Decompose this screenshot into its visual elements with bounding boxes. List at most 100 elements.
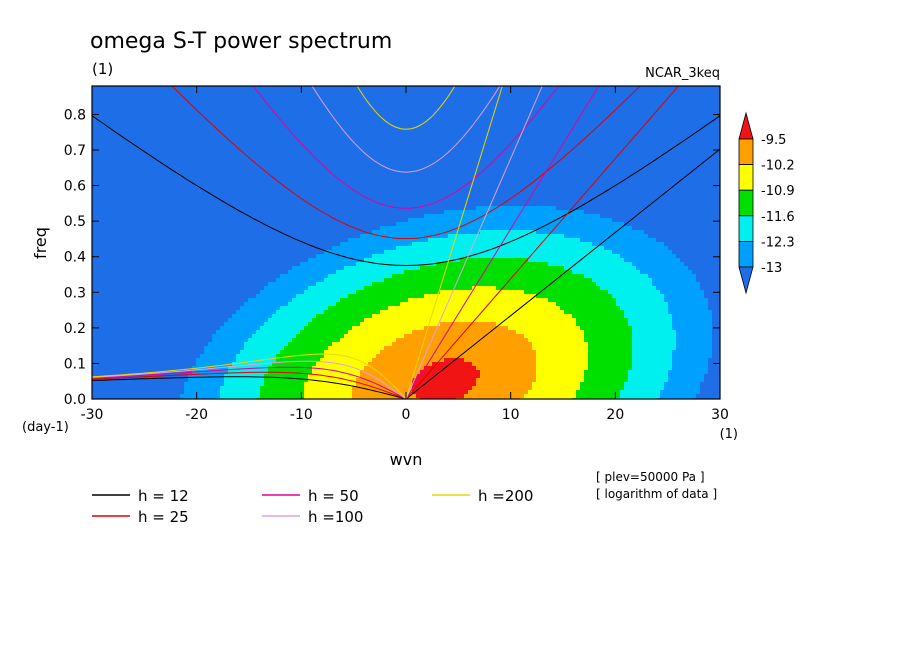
contour-band [660,390,701,395]
contour-band [236,310,277,315]
contour-band [584,374,629,379]
contour-band [536,358,589,363]
contour-band [664,242,720,247]
contour-band [692,270,720,275]
contour-band [276,358,321,363]
contour-band [92,270,289,275]
contour-band [712,322,720,327]
contour-band [472,286,497,291]
contour-band [536,370,585,375]
contour-band [532,382,581,387]
contour-band [260,290,305,295]
curve-legend: h = 12 h = 25 h = 50 h =100 h =200 [92,487,533,526]
contour-band [352,326,425,331]
contour-band [304,382,357,387]
contour-band [480,370,537,375]
contour-band [92,194,720,199]
x-tick-label: -10 [290,407,313,423]
contour-band [632,330,677,335]
contour-band [676,346,713,351]
contour-band [192,370,229,375]
kelvin-wave-h12 [405,148,720,399]
contour-band [92,198,720,203]
contour-band [352,386,413,391]
contour-band [556,206,720,211]
contour-band [612,218,720,223]
contour-band [92,362,197,367]
contour-band [392,274,585,279]
contour-band [708,362,720,367]
contour-band [372,230,481,235]
contour-band [604,246,669,251]
annotation-plev: [ plev=50000 Pa ] [596,470,705,484]
contour-band [264,382,305,387]
contour-band [640,270,693,275]
contour-band [672,354,713,359]
gravity-wave-h25 [171,86,641,240]
contour-band [344,266,421,271]
contour-band [556,302,617,307]
contour-band [572,270,641,275]
contour-band [340,338,397,343]
contour-band [204,346,245,351]
contour-band [92,230,373,235]
contour-band [412,382,477,387]
contour-band [612,250,673,255]
contour-band [700,390,720,395]
contour-band [428,238,581,243]
contour-band [576,394,621,399]
contour-band [588,346,633,351]
contour-band [700,386,720,391]
contour-band [592,242,665,247]
contour-band [472,386,533,391]
contour-band [588,350,633,355]
contour-band [476,366,537,371]
contour-band [624,222,720,227]
contour-band [664,294,705,299]
legend-label-h25: h = 25 [138,508,189,526]
contour-band [92,350,205,355]
contour-band [288,302,337,307]
contour-band [624,310,669,315]
contour-band [400,302,557,307]
contour-band [268,366,313,371]
contour-band [412,386,473,391]
contour-band [536,362,589,367]
contour-band [92,242,341,247]
contour-band [588,362,633,367]
contour-band [600,214,720,219]
contour-band [92,318,229,323]
contour-band [184,382,225,387]
contour-band [288,270,337,275]
contour-band [656,238,720,243]
contour-band [680,258,720,263]
dispersion-curve-h12 [92,115,720,399]
contour-band [708,306,720,311]
contour-band [708,302,720,307]
contour-band [372,282,597,287]
contour-band [92,174,720,179]
contour-band [264,374,309,379]
contour-band [304,386,353,391]
contour-band [220,326,261,331]
contour-band [664,382,701,387]
contour-band [584,330,633,335]
x-tick-label: 10 [502,407,520,423]
contour-band [92,206,477,211]
contour-band [572,314,625,319]
colorbar-label: -12.3 [761,235,795,250]
contour-band [584,274,649,279]
contour-band [628,374,669,379]
contour-band [464,394,525,399]
contour-band [472,362,537,367]
annotation-logarithm: [ logarithm of data ] [596,487,717,501]
contour-band [660,394,697,399]
contour-band [336,270,405,275]
contour-band [600,286,657,291]
contour-band [224,374,265,379]
contour-band [712,334,720,339]
contour-band [592,278,653,283]
contour-band [92,150,720,155]
contour-band [688,266,720,271]
